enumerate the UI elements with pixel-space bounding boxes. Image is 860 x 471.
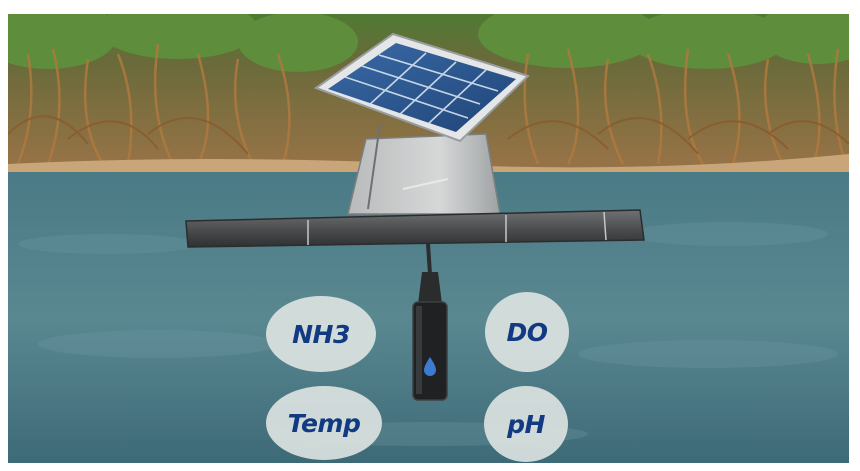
sensor-label-nh3: NH3 <box>266 296 376 372</box>
panel-strut <box>367 123 381 210</box>
housing-highlight <box>402 178 449 190</box>
root-arches <box>8 115 849 155</box>
pontoon-bands <box>307 211 607 245</box>
water-drop-icon <box>424 357 436 376</box>
water-monitoring-buoy-illustration <box>8 14 849 463</box>
tree-canopy <box>8 14 849 72</box>
probe-cable <box>426 243 432 275</box>
buoy-housing <box>347 133 501 215</box>
sensor-label-do: DO <box>485 292 569 372</box>
sensor-label-temp: Temp <box>266 386 382 460</box>
probe-connector <box>418 272 442 304</box>
floating-pontoon <box>185 209 645 248</box>
illustration-frame: NH3 DO Temp pH <box>8 14 849 463</box>
sensor-label-ph: pH <box>484 386 568 462</box>
probe-highlight <box>416 306 422 394</box>
solar-panel-icon <box>313 32 530 143</box>
mangrove-roots <box>16 43 848 165</box>
